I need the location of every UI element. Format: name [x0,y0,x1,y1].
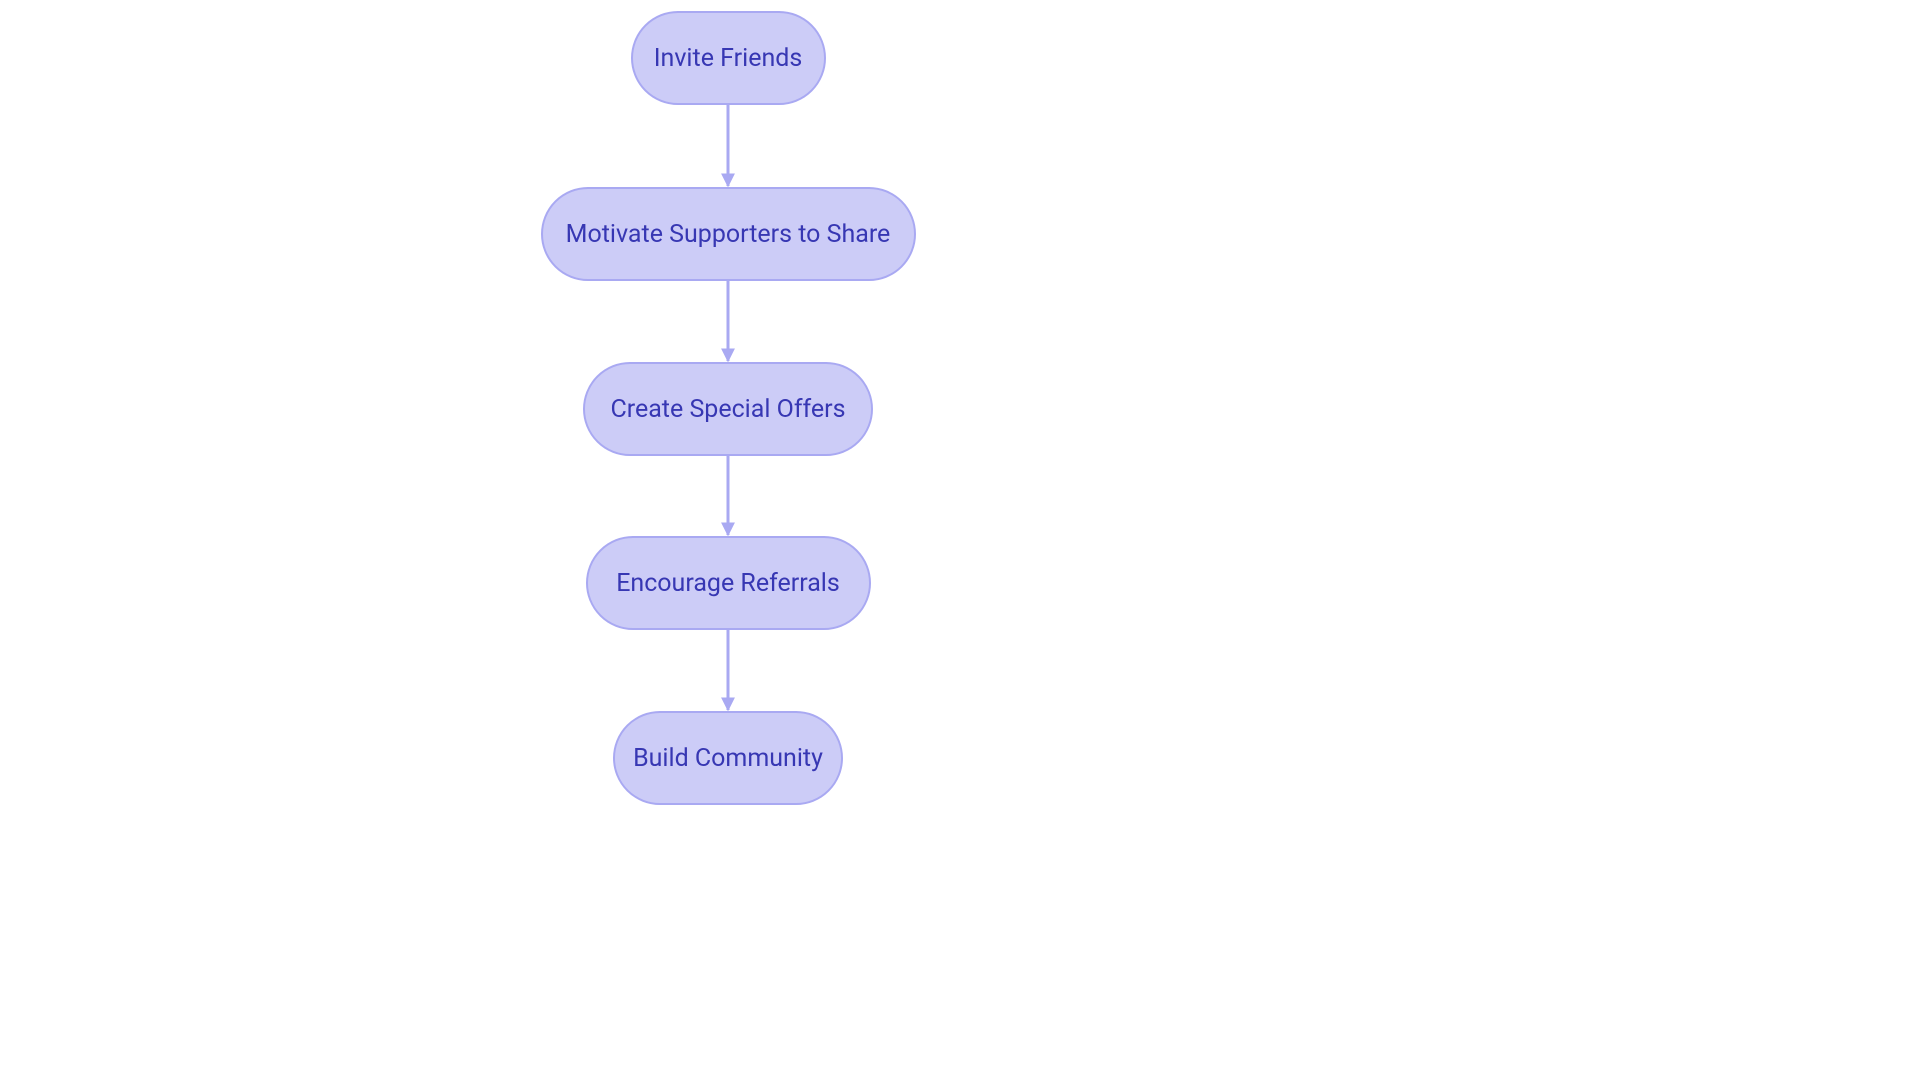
flowchart-node-label: Build Community [633,744,823,773]
flowchart-node-label: Motivate Supporters to Share [566,220,891,249]
flowchart-node-label: Create Special Offers [610,395,845,424]
flowchart-node-label: Encourage Referrals [616,569,840,598]
flowchart-node: Motivate Supporters to Share [541,187,916,281]
flowchart-node-label: Invite Friends [654,44,803,73]
flowchart-connectors [0,0,1920,1083]
flowchart-node: Encourage Referrals [586,536,871,630]
flowchart-node: Invite Friends [631,11,826,105]
flowchart-node: Create Special Offers [583,362,873,456]
flowchart-canvas: Invite Friends Motivate Supporters to Sha… [0,0,1920,1083]
flowchart-node: Build Community [613,711,843,805]
